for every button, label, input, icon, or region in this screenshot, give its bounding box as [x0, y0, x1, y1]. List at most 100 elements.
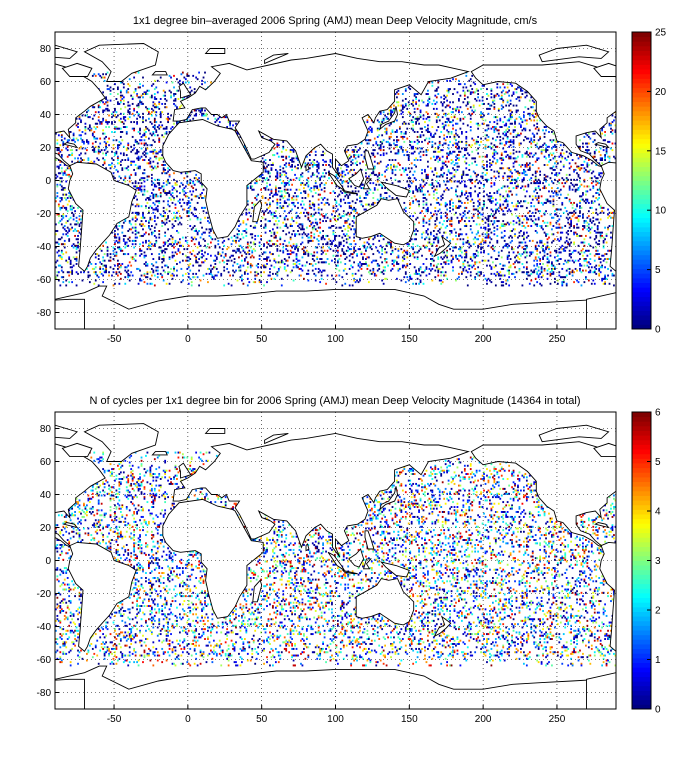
- data-cell: [528, 129, 531, 132]
- data-cell: [153, 96, 156, 99]
- data-cell: [447, 131, 450, 133]
- data-cell: [466, 173, 469, 176]
- data-cell: [373, 137, 376, 140]
- data-cell: [468, 164, 471, 166]
- data-cell: [283, 216, 286, 219]
- data-cell: [339, 243, 342, 246]
- data-cell: [332, 231, 335, 234]
- data-cell: [317, 193, 320, 196]
- data-cell: [347, 234, 350, 237]
- data-cell: [440, 96, 443, 99]
- data-cell: [319, 231, 322, 234]
- data-cell: [521, 234, 524, 237]
- data-cell: [66, 145, 69, 148]
- data-cell: [295, 155, 298, 158]
- data-cell: [184, 78, 187, 81]
- data-cell: [277, 187, 280, 190]
- data-cell: [152, 182, 155, 185]
- data-cell: [466, 89, 469, 92]
- data-cell: [159, 121, 162, 124]
- data-cell: [604, 157, 606, 160]
- data-cell: [319, 185, 322, 188]
- data-cell: [509, 182, 512, 185]
- data-cell: [369, 244, 372, 247]
- data-cell: [131, 135, 134, 138]
- data-cell: [506, 175, 509, 178]
- data-cell: [534, 109, 537, 112]
- data-cell: [153, 183, 156, 186]
- data-cell: [431, 81, 434, 84]
- data-cell: [270, 213, 273, 216]
- data-cell: [443, 127, 446, 130]
- data-cell: [599, 231, 602, 234]
- data-cell: [288, 198, 291, 201]
- data-cell: [150, 111, 153, 114]
- data-cell: [156, 182, 159, 185]
- data-cell: [350, 243, 353, 246]
- data-cell: [84, 132, 87, 135]
- data-cell: [99, 137, 102, 140]
- data-cell: [65, 193, 68, 196]
- data-cell: [428, 140, 431, 143]
- data-cell: [537, 127, 540, 130]
- data-cell: [537, 129, 540, 132]
- data-cell: [580, 195, 583, 198]
- data-cell: [121, 159, 124, 161]
- data-cell: [481, 233, 484, 236]
- data-cell: [242, 236, 245, 239]
- data-cell: [87, 140, 90, 143]
- data-cell: [105, 147, 107, 150]
- data-cell: [119, 99, 122, 102]
- data-cell: [486, 98, 488, 100]
- data-cell: [415, 165, 417, 168]
- data-cell: [579, 167, 581, 170]
- data-cell: [427, 129, 429, 132]
- data-cell: [173, 197, 175, 199]
- data-cell: [515, 205, 518, 208]
- data-cell: [437, 236, 440, 239]
- data-cell: [505, 200, 508, 203]
- data-cell: [465, 216, 468, 219]
- data-cell: [276, 144, 279, 147]
- data-cell: [583, 180, 586, 183]
- data-cell: [458, 99, 460, 102]
- data-cell: [545, 233, 547, 236]
- data-cell: [136, 211, 138, 214]
- data-cell: [245, 231, 248, 234]
- data-cell: [422, 225, 425, 227]
- data-cell: [146, 175, 149, 178]
- data-cell: [552, 198, 555, 201]
- data-cell: [474, 160, 477, 163]
- data-cell: [332, 225, 335, 227]
- data-cell: [317, 198, 320, 201]
- data-cell: [162, 221, 165, 224]
- data-cell: [295, 198, 298, 201]
- data-cell: [418, 200, 420, 203]
- data-cell: [118, 162, 121, 165]
- data-cell: [486, 88, 488, 91]
- data-cell: [468, 241, 471, 244]
- data-cell: [481, 165, 484, 168]
- data-cell: [440, 131, 443, 133]
- data-cell: [186, 180, 189, 183]
- data-cell: [484, 168, 487, 171]
- data-cell: [223, 239, 226, 242]
- data-cell: [465, 185, 468, 188]
- data-cell: [93, 160, 96, 163]
- data-cell: [537, 139, 540, 142]
- data-cell: [425, 203, 428, 206]
- data-cell: [329, 239, 332, 242]
- data-cell: [127, 117, 130, 120]
- data-cell: [505, 140, 508, 143]
- data-cell: [328, 177, 330, 180]
- data-cell: [496, 93, 499, 95]
- data-cell: [394, 131, 397, 133]
- data-cell: [202, 188, 205, 191]
- data-cell: [477, 200, 480, 203]
- data-cell: [518, 221, 521, 224]
- data-cell: [543, 211, 546, 214]
- data-cell: [456, 180, 459, 183]
- data-cell: [149, 228, 152, 231]
- data-cell: [515, 180, 518, 183]
- data-cell: [344, 164, 347, 166]
